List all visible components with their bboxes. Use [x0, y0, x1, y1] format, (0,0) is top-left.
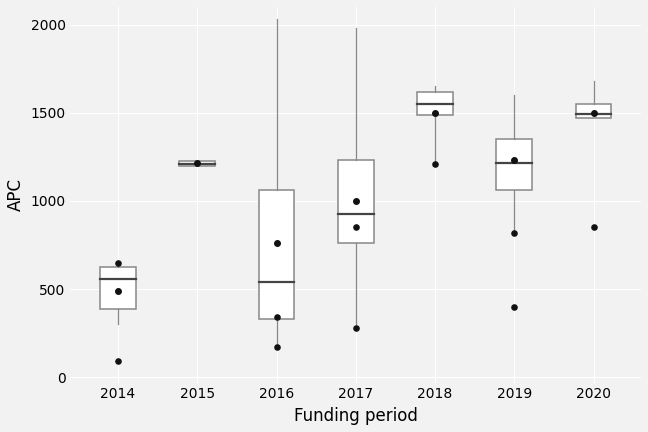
Bar [417, 92, 453, 114]
Point [509, 156, 520, 163]
Point [113, 287, 123, 294]
Point [509, 229, 520, 236]
Bar [575, 104, 611, 118]
Point [588, 224, 599, 231]
Point [588, 109, 599, 116]
Point [430, 109, 440, 116]
Point [430, 160, 440, 167]
Bar [100, 267, 136, 309]
Bar [259, 191, 294, 319]
X-axis label: Funding period: Funding period [294, 407, 418, 425]
Point [351, 324, 361, 331]
Bar [179, 161, 215, 166]
Y-axis label: APC: APC [7, 178, 25, 211]
Point [509, 303, 520, 310]
Point [272, 240, 282, 247]
Bar [338, 160, 374, 243]
Point [192, 159, 202, 166]
Point [113, 259, 123, 266]
Point [272, 344, 282, 351]
Point [113, 358, 123, 365]
Bar [496, 139, 532, 191]
Point [351, 224, 361, 231]
Point [351, 197, 361, 204]
Point [272, 314, 282, 321]
